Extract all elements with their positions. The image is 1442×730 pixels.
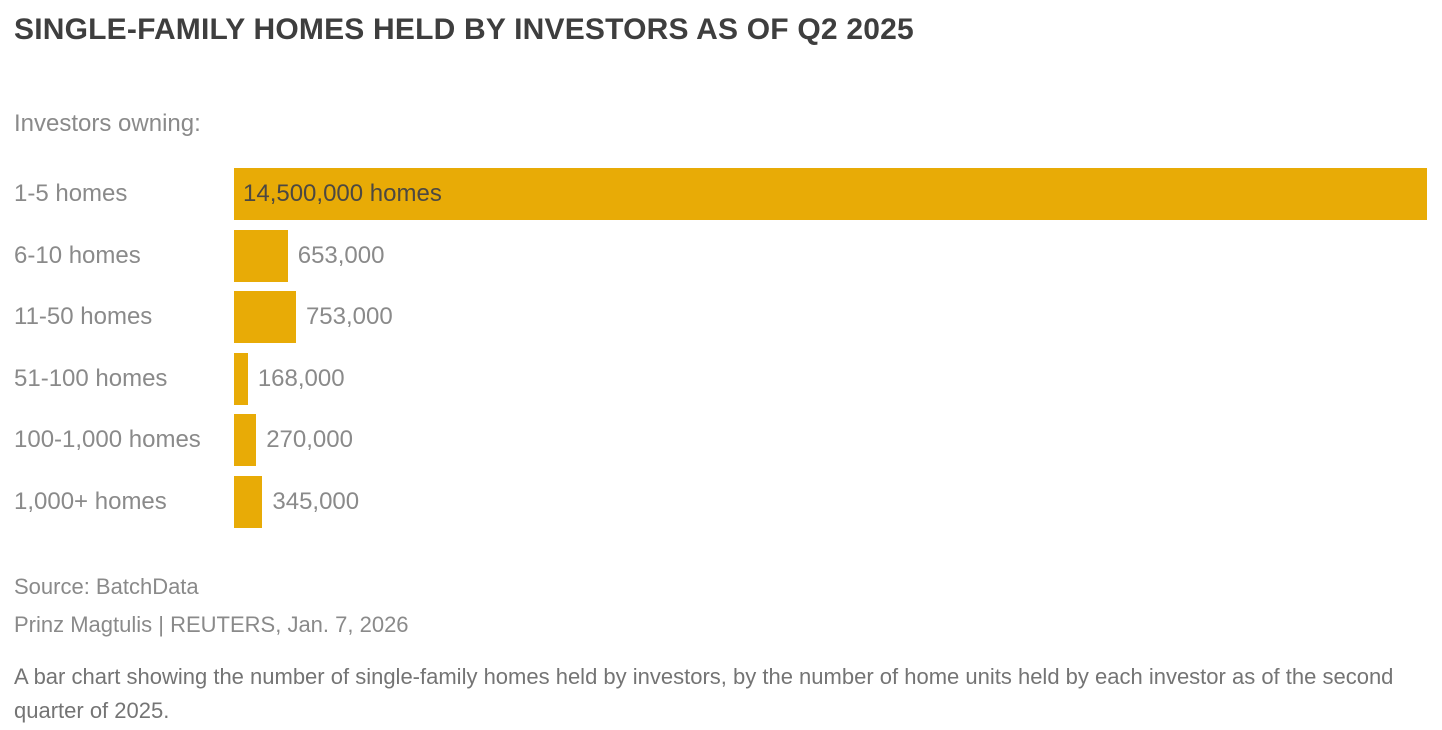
- category-label: 1-5 homes: [14, 180, 128, 207]
- value-label: 168,000: [257, 364, 345, 392]
- source-line: Source: BatchData: [14, 574, 199, 599]
- category-label: 1,000+ homes: [14, 487, 167, 515]
- bar-track: 345,000: [234, 475, 1427, 528]
- chart-row: 100-1,000 homes 270,000: [14, 414, 1427, 466]
- chart-row: 1-5 homes 14,500,000 homes: [14, 168, 1427, 220]
- category-label: 100-1,000 homes: [14, 426, 201, 453]
- page-title: SINGLE-FAMILY HOMES HELD BY INVESTORS AS…: [14, 13, 914, 46]
- bar: [234, 352, 248, 405]
- alt-text-caption: A bar chart showing the number of single…: [14, 664, 1394, 723]
- chart-subtitle: Investors owning:: [14, 110, 201, 137]
- category-label: 11-50 homes: [14, 303, 153, 330]
- value-label: 653,000: [297, 241, 385, 269]
- chart-row: 11-50 homes 753,000: [14, 291, 1427, 343]
- bar: [234, 414, 257, 466]
- bar-track: 168,000: [234, 352, 1427, 405]
- bar-track: 753,000: [234, 291, 1427, 343]
- bar: [234, 291, 296, 343]
- value-label: 14,500,000 homes: [243, 180, 442, 207]
- value-label: 753,000: [305, 303, 393, 330]
- bar-track: 14,500,000 homes: [234, 168, 1427, 220]
- value-label: 270,000: [266, 426, 353, 453]
- byline: Prinz Magtulis | REUTERS, Jan. 7, 2026: [14, 612, 409, 637]
- bar-track: 653,000: [234, 229, 1427, 282]
- bar: [234, 229, 288, 282]
- bar-chart: 1-5 homes 14,500,000 homes 6-10 homes 653,0…: [14, 168, 1427, 537]
- category-label: 6-10 homes: [14, 241, 141, 269]
- value-label: 345,000: [272, 487, 360, 515]
- bar: [234, 475, 263, 528]
- chart-row: 51-100 homes 168,000: [14, 352, 1427, 405]
- chart-row: 6-10 homes 653,000: [14, 229, 1427, 282]
- category-label: 51-100 homes: [14, 364, 168, 392]
- bar-track: 270,000: [234, 414, 1427, 466]
- chart-row: 1,000+ homes 345,000: [14, 475, 1427, 528]
- bar: 14,500,000 homes: [234, 168, 1427, 220]
